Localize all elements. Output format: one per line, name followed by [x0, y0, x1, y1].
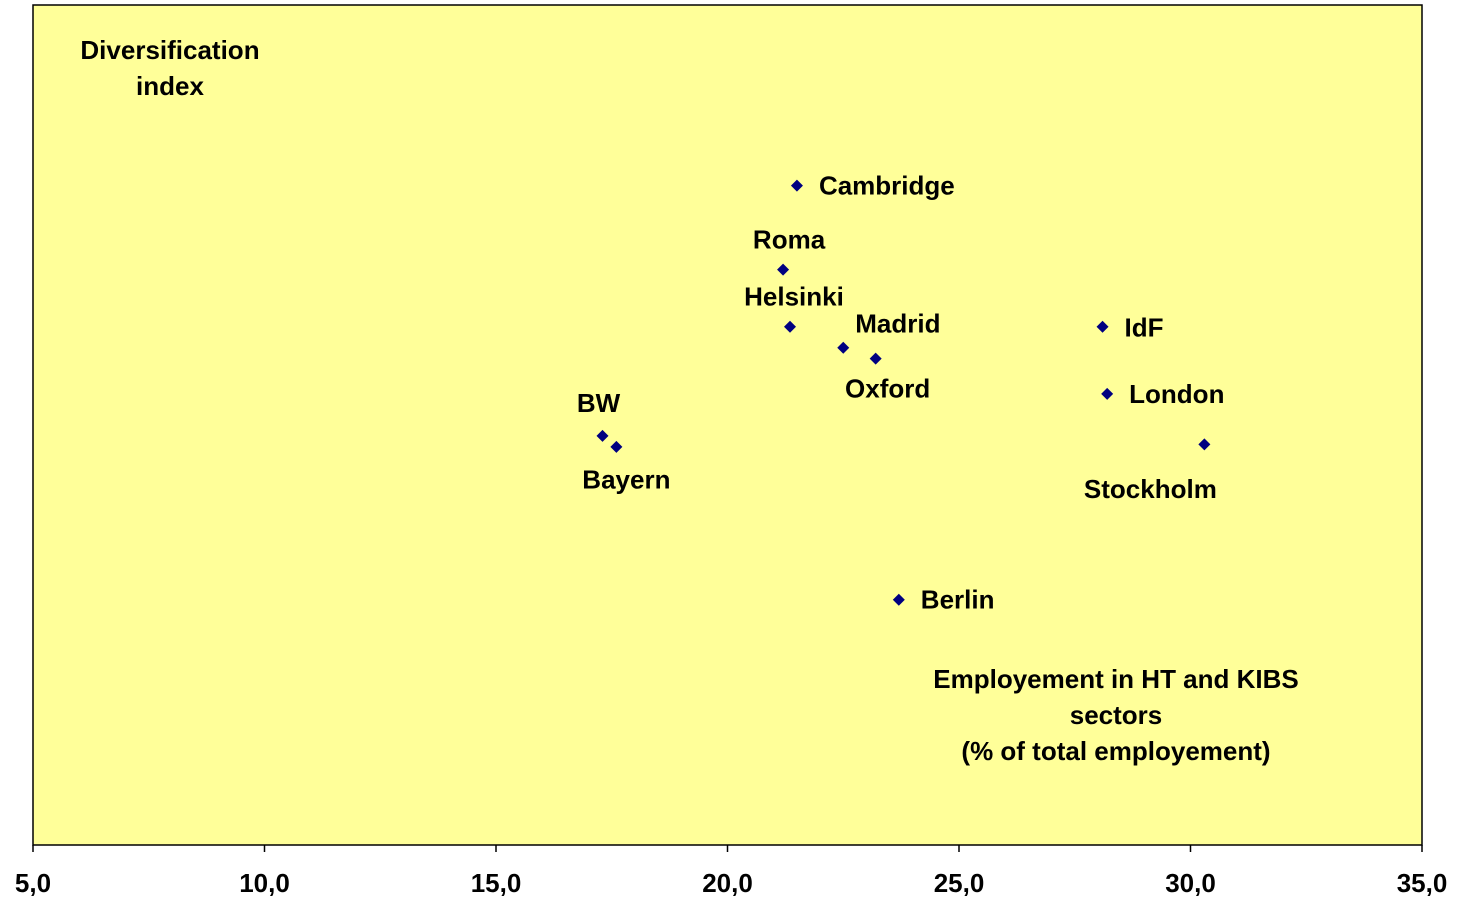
point: [1101, 387, 1114, 400]
x-tick-label: 5,0: [15, 868, 51, 898]
point-label: Bayern: [582, 465, 670, 495]
x-tick-label: 15,0: [471, 868, 522, 898]
point-label: Berlin: [921, 585, 995, 615]
point-label: Madrid: [855, 309, 940, 339]
point: [892, 593, 905, 606]
x-axis-label: (% of total employement): [961, 736, 1270, 766]
point-label: BW: [577, 388, 621, 418]
x-axis-label: sectors: [1070, 700, 1163, 730]
point: [596, 429, 609, 442]
point-label: Oxford: [845, 374, 930, 404]
plot-area: [32, 4, 1423, 846]
x-tick-label: 30,0: [1165, 868, 1216, 898]
point-label: Stockholm: [1084, 474, 1217, 504]
point: [837, 341, 850, 354]
point: [790, 179, 803, 192]
x-axis-label: Employement in HT and KIBS: [933, 664, 1299, 694]
point: [1096, 320, 1109, 333]
point-label: Cambridge: [819, 170, 955, 200]
x-tick-label: 20,0: [702, 868, 753, 898]
x-tick-label: 25,0: [934, 868, 985, 898]
x-tick-label: 35,0: [1397, 868, 1448, 898]
point-label: Roma: [753, 224, 826, 254]
point-label: IdF: [1125, 313, 1164, 343]
point-label: London: [1129, 379, 1224, 409]
x-tick-label: 10,0: [239, 868, 290, 898]
point: [610, 440, 623, 453]
point: [784, 320, 797, 333]
y-axis-label: Diversification: [80, 35, 259, 65]
point: [777, 263, 790, 276]
y-axis-label: index: [136, 71, 204, 101]
point: [869, 352, 882, 365]
point: [1198, 438, 1211, 451]
point-label: Helsinki: [744, 282, 844, 312]
